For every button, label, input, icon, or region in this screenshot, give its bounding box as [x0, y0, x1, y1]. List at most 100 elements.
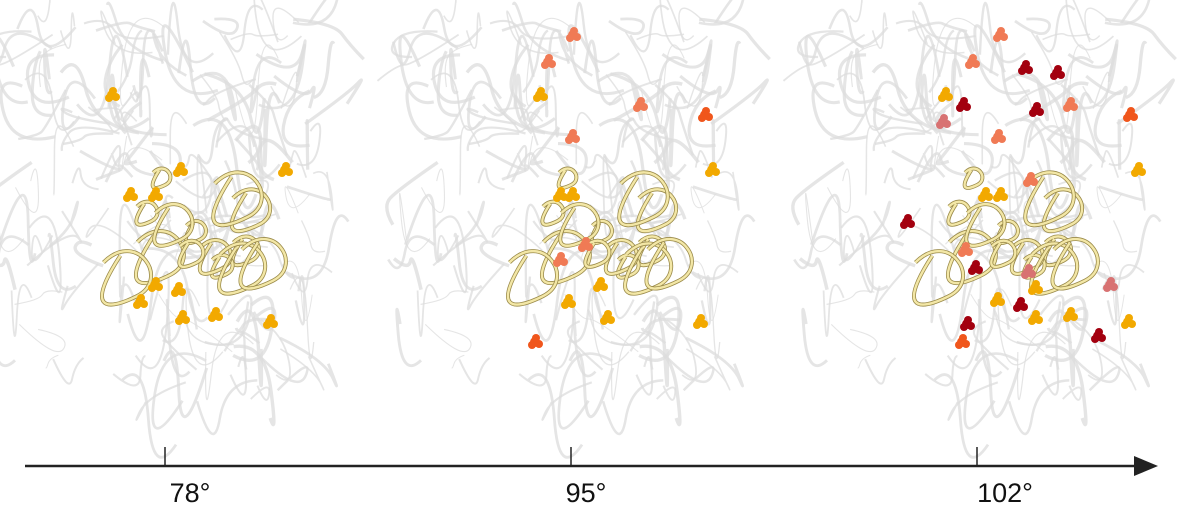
protein-ribbon [249, 56, 282, 114]
protein-ribbon [1062, 385, 1083, 401]
protein-ribbon [165, 298, 191, 378]
residue-site-amber [978, 187, 993, 202]
residue-site-amber [705, 162, 720, 177]
residue-site-dark-red [968, 260, 983, 275]
residue-atom [936, 121, 944, 129]
protein-ribbon [804, 192, 837, 252]
protein-ribbon [43, 47, 53, 95]
protein-ribbon [223, 330, 248, 371]
residue-site-amber [1121, 314, 1136, 329]
protein-ribbon [1018, 232, 1041, 320]
residue-atom [582, 237, 590, 245]
protein-ribbon [685, 348, 731, 391]
protein-ribbon [710, 78, 769, 126]
residue-site-salmon [1023, 172, 1038, 187]
protein-ribbon [392, 32, 459, 66]
protein-ribbon [977, 298, 1003, 378]
residue-site-pink [1021, 264, 1036, 279]
residue-atom [212, 307, 220, 315]
protein-ribbon [883, 167, 911, 191]
residue-atom [278, 169, 286, 177]
residue-atom [600, 283, 608, 291]
protein-ribbon [912, 10, 965, 54]
protein-ribbon [85, 207, 137, 252]
protein-ribbon [385, 160, 439, 226]
protein-ribbon [1046, 124, 1075, 165]
residue-atom [1057, 71, 1065, 79]
residue-atom [1000, 193, 1008, 201]
protein-ribbon [1052, 301, 1073, 345]
residue-atom [175, 282, 183, 290]
residue-site-salmon [578, 237, 593, 252]
protein-ribbon [639, 344, 682, 427]
residue-atom [972, 260, 980, 268]
protein-ribbon [692, 185, 738, 201]
protein-ribbon [432, 210, 489, 267]
protein-ribbon [152, 33, 187, 77]
protein-ribbon [60, 126, 120, 152]
rna-strand [1024, 171, 1075, 227]
residue-atom [604, 310, 612, 318]
residue-atom [155, 193, 163, 201]
rna-strand [1051, 237, 1099, 290]
protein-ribbon [121, 135, 163, 169]
protein-ribbon [112, 354, 146, 387]
protein-ribbon [16, 8, 77, 48]
protein-ribbon [1104, 0, 1151, 26]
protein-ribbon [398, 192, 431, 252]
protein-ribbon [434, 215, 468, 294]
residue-atom [1103, 284, 1111, 292]
protein-ribbon [491, 207, 543, 252]
residue-atom [965, 61, 973, 69]
protein-ribbon [510, 152, 563, 183]
residue-site-amber [593, 277, 608, 292]
residue-site-dark-red [1013, 297, 1028, 312]
residue-atom [1035, 316, 1043, 324]
protein-ribbon [0, 32, 53, 64]
protein-ribbon [300, 220, 326, 253]
protein-ribbon [659, 0, 709, 51]
residue-atom [997, 187, 1005, 195]
protein-ribbon [0, 257, 17, 291]
protein-ribbon [826, 168, 851, 213]
residue-site-amber [1131, 162, 1146, 177]
protein-ribbon [121, 373, 178, 459]
protein-ribbon [270, 71, 298, 109]
protein-ribbon [240, 301, 261, 345]
residue-site-salmon [566, 27, 581, 42]
protein-ribbon [404, 193, 443, 263]
residue-atom [904, 214, 912, 222]
protein-ribbon [1035, 330, 1060, 371]
residue-site-dark-red [1018, 60, 1033, 75]
residue-site-amber [1028, 310, 1043, 325]
protein-ribbon [199, 74, 226, 122]
residue-atom [152, 277, 160, 285]
residue-atom [1135, 162, 1143, 170]
protein-ribbon [711, 119, 716, 170]
protein-ribbon [938, 249, 1015, 342]
protein-ribbon [14, 168, 39, 213]
residue-atom [1054, 65, 1062, 73]
residue-site-amber [208, 307, 223, 322]
protein-ribbon [1065, 0, 1115, 51]
protein-ribbon [571, 298, 597, 378]
protein-ribbon [872, 126, 932, 152]
residue-atom [532, 334, 540, 342]
protein-ribbon [718, 171, 740, 211]
protein-ribbon [916, 152, 969, 183]
protein-ribbon [499, 107, 539, 146]
residue-atom [208, 314, 216, 322]
protein-ribbon [122, 100, 167, 137]
protein-ribbon [416, 284, 439, 337]
protein-ribbon [233, 344, 276, 427]
residue-atom [155, 283, 163, 291]
residue-atom [1067, 97, 1075, 105]
protein-ribbon [71, 167, 99, 191]
protein-ribbon [253, 0, 303, 51]
residue-site-amber [173, 162, 188, 177]
protein-ribbon [1091, 348, 1137, 391]
residue-atom [133, 301, 141, 309]
protein-ribbon [285, 214, 350, 280]
protein-ribbon [0, 33, 54, 66]
residue-site-amber [693, 314, 708, 329]
